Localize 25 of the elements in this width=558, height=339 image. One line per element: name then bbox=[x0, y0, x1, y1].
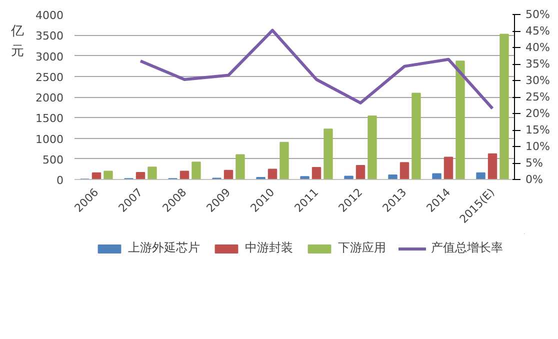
y-axis-title: 亿元 bbox=[11, 23, 24, 61]
legend-label: 下游应用 bbox=[338, 240, 386, 256]
y2-tick-label: 0% bbox=[526, 173, 543, 186]
y2-tick-label: 50% bbox=[526, 8, 550, 21]
y-tick-label: 500 bbox=[42, 153, 64, 166]
y-tick-label: 1000 bbox=[36, 132, 64, 146]
legend-label: 产值总增长率 bbox=[431, 240, 503, 256]
y-tick-label: 1500 bbox=[36, 112, 64, 126]
legend-label: 上游外延芯片 bbox=[128, 240, 200, 256]
y2-tick-label: 35% bbox=[526, 58, 550, 70]
y-tick-label: 3500 bbox=[36, 30, 64, 43]
y2-tick-label: 10% bbox=[526, 140, 550, 153]
y-tick-label: 0 bbox=[56, 174, 64, 187]
y2-tick-label: 15% bbox=[526, 124, 550, 136]
legend-label: 中游封装 bbox=[245, 240, 293, 256]
y2-tick-label: 20% bbox=[526, 107, 550, 120]
y-tick-label: 3000 bbox=[36, 50, 64, 64]
y2-tick-label: 5% bbox=[526, 156, 543, 170]
y2-tick-label: 30% bbox=[526, 74, 550, 87]
y-tick-label: 2500 bbox=[36, 70, 64, 84]
y2-tick-label: 40% bbox=[526, 41, 550, 54]
y-tick-label: 2000 bbox=[36, 92, 64, 104]
y2-tick-label: 25% bbox=[526, 90, 550, 104]
y-tick-label: 4000 bbox=[36, 9, 64, 22]
y2-tick-label: 45% bbox=[526, 24, 550, 38]
